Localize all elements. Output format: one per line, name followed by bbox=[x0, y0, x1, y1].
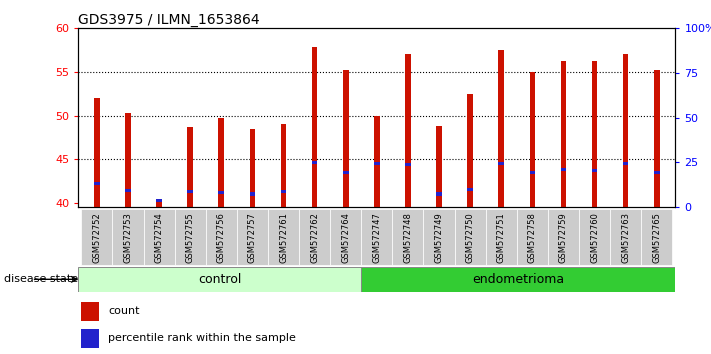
Text: GSM572759: GSM572759 bbox=[559, 212, 568, 263]
Text: GSM572758: GSM572758 bbox=[528, 212, 537, 263]
Text: control: control bbox=[198, 273, 242, 286]
Text: disease state: disease state bbox=[4, 274, 77, 284]
Bar bbox=[125, 113, 131, 207]
Bar bbox=[188, 127, 193, 207]
Bar bbox=[405, 53, 411, 207]
Bar bbox=[405, 163, 411, 166]
FancyBboxPatch shape bbox=[361, 267, 675, 292]
Bar bbox=[343, 70, 348, 207]
FancyBboxPatch shape bbox=[81, 210, 112, 265]
Text: GSM572762: GSM572762 bbox=[310, 212, 319, 263]
Text: GSM572763: GSM572763 bbox=[621, 212, 630, 263]
Text: GDS3975 / ILMN_1653864: GDS3975 / ILMN_1653864 bbox=[78, 13, 260, 27]
Bar bbox=[312, 47, 317, 207]
Text: percentile rank within the sample: percentile rank within the sample bbox=[108, 333, 296, 343]
Bar bbox=[530, 72, 535, 207]
Bar bbox=[561, 168, 566, 171]
Bar bbox=[94, 182, 100, 185]
Text: count: count bbox=[108, 306, 139, 316]
Bar bbox=[374, 162, 380, 165]
Bar bbox=[81, 329, 99, 348]
Bar bbox=[530, 171, 535, 174]
Bar bbox=[592, 62, 597, 207]
FancyBboxPatch shape bbox=[330, 210, 361, 265]
Text: GSM572765: GSM572765 bbox=[652, 212, 661, 263]
Text: GSM572761: GSM572761 bbox=[279, 212, 288, 263]
FancyBboxPatch shape bbox=[486, 210, 517, 265]
Bar bbox=[218, 118, 224, 207]
Bar bbox=[623, 162, 629, 165]
Bar bbox=[312, 161, 317, 164]
FancyBboxPatch shape bbox=[548, 210, 579, 265]
Bar bbox=[281, 190, 287, 193]
Bar bbox=[188, 190, 193, 193]
FancyBboxPatch shape bbox=[454, 210, 486, 265]
Bar bbox=[467, 94, 473, 207]
Bar bbox=[218, 191, 224, 194]
Bar bbox=[343, 171, 348, 174]
Bar bbox=[156, 199, 162, 202]
Text: GSM572747: GSM572747 bbox=[373, 212, 381, 263]
FancyBboxPatch shape bbox=[641, 210, 673, 265]
Bar bbox=[623, 55, 629, 207]
Bar bbox=[437, 126, 442, 207]
FancyBboxPatch shape bbox=[579, 210, 610, 265]
FancyBboxPatch shape bbox=[424, 210, 454, 265]
Text: GSM572755: GSM572755 bbox=[186, 212, 195, 263]
Text: GSM572752: GSM572752 bbox=[92, 212, 102, 263]
Bar bbox=[467, 188, 473, 191]
Text: GSM572751: GSM572751 bbox=[497, 212, 506, 263]
Bar bbox=[437, 193, 442, 195]
Bar bbox=[654, 70, 660, 207]
FancyBboxPatch shape bbox=[392, 210, 424, 265]
Bar bbox=[250, 193, 255, 195]
FancyBboxPatch shape bbox=[78, 267, 361, 292]
FancyBboxPatch shape bbox=[205, 210, 237, 265]
Bar bbox=[250, 129, 255, 207]
Text: GSM572753: GSM572753 bbox=[124, 212, 132, 263]
Text: GSM572757: GSM572757 bbox=[248, 212, 257, 263]
Bar bbox=[561, 62, 566, 207]
FancyBboxPatch shape bbox=[175, 210, 205, 265]
Bar bbox=[281, 124, 287, 207]
Text: GSM572750: GSM572750 bbox=[466, 212, 475, 263]
Text: GSM572756: GSM572756 bbox=[217, 212, 226, 263]
Bar bbox=[374, 115, 380, 207]
Bar bbox=[125, 189, 131, 192]
FancyBboxPatch shape bbox=[237, 210, 268, 265]
FancyBboxPatch shape bbox=[299, 210, 330, 265]
Text: GSM572754: GSM572754 bbox=[154, 212, 164, 263]
FancyBboxPatch shape bbox=[610, 210, 641, 265]
FancyBboxPatch shape bbox=[144, 210, 175, 265]
Bar bbox=[498, 50, 504, 207]
Bar bbox=[81, 302, 99, 321]
Bar bbox=[498, 162, 504, 165]
FancyBboxPatch shape bbox=[361, 210, 392, 265]
Text: GSM572760: GSM572760 bbox=[590, 212, 599, 263]
Bar bbox=[156, 201, 162, 207]
FancyBboxPatch shape bbox=[268, 210, 299, 265]
Text: GSM572748: GSM572748 bbox=[403, 212, 412, 263]
FancyBboxPatch shape bbox=[112, 210, 144, 265]
Text: GSM572764: GSM572764 bbox=[341, 212, 351, 263]
Text: GSM572749: GSM572749 bbox=[434, 212, 444, 263]
Text: endometrioma: endometrioma bbox=[472, 273, 565, 286]
FancyBboxPatch shape bbox=[517, 210, 548, 265]
Bar bbox=[654, 171, 660, 174]
Bar bbox=[592, 169, 597, 172]
Bar bbox=[94, 98, 100, 207]
